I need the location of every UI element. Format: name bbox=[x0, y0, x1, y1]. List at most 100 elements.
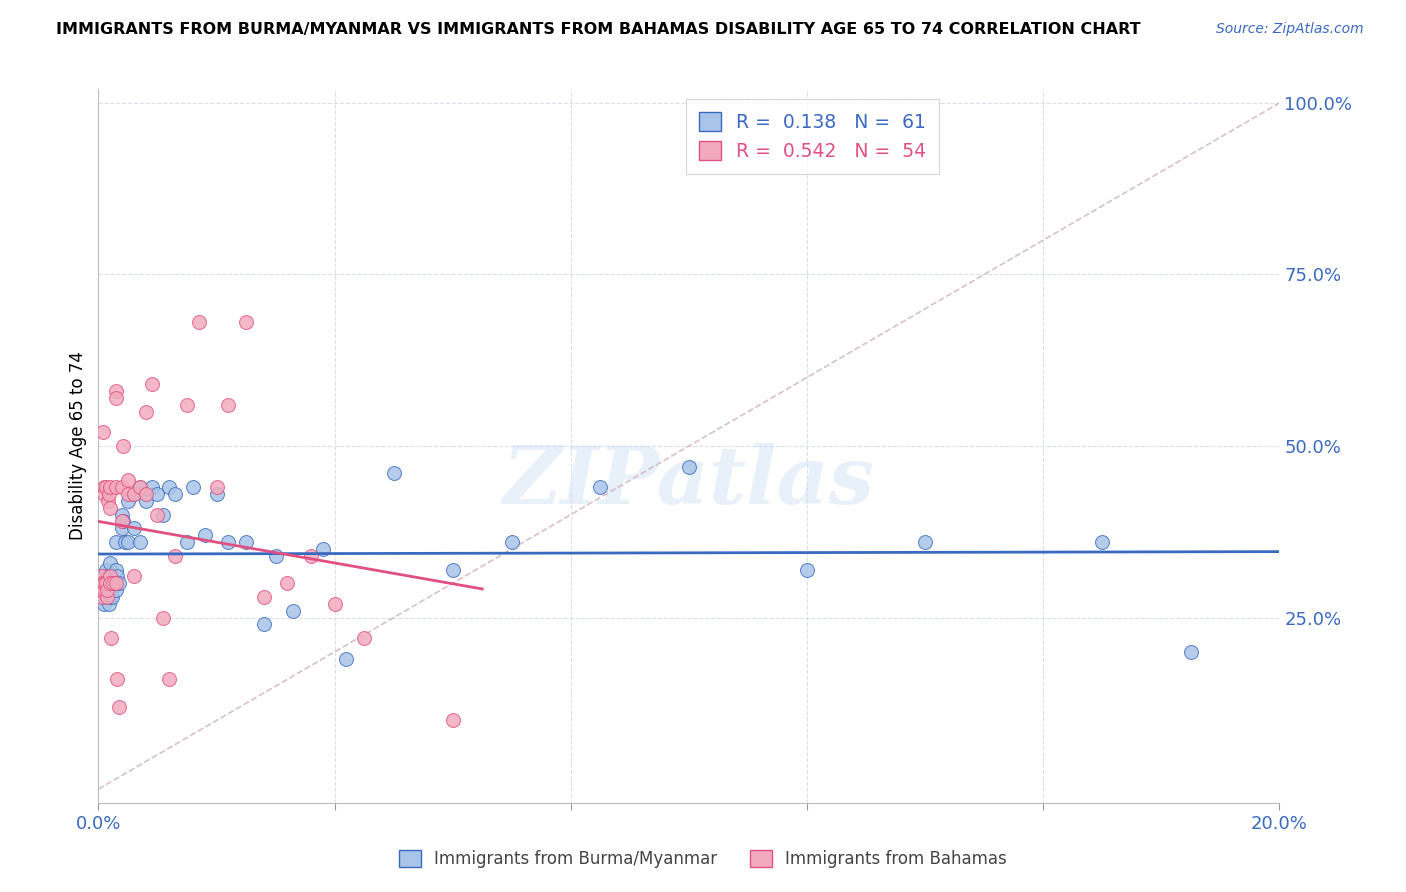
Point bbox=[93, 590, 115, 604]
Point bbox=[97, 583, 120, 598]
Point bbox=[217, 535, 239, 549]
Point bbox=[91, 583, 114, 598]
Point bbox=[98, 480, 121, 494]
Point bbox=[146, 487, 169, 501]
Point bbox=[105, 576, 128, 591]
Point bbox=[103, 576, 125, 591]
Point bbox=[117, 535, 139, 549]
Point bbox=[108, 576, 131, 591]
Point bbox=[91, 576, 114, 591]
Point bbox=[122, 487, 145, 501]
Point bbox=[253, 617, 276, 632]
Point bbox=[335, 651, 357, 665]
Point bbox=[112, 515, 135, 529]
Point bbox=[105, 384, 128, 398]
Point bbox=[93, 597, 115, 611]
Point bbox=[141, 377, 163, 392]
Point bbox=[96, 590, 118, 604]
Point bbox=[157, 673, 180, 687]
Point bbox=[101, 590, 124, 604]
Point bbox=[141, 480, 163, 494]
Point bbox=[135, 494, 157, 508]
Point bbox=[353, 631, 375, 645]
Point bbox=[589, 480, 612, 494]
Point bbox=[235, 316, 257, 330]
Point bbox=[152, 508, 174, 522]
Point bbox=[117, 487, 139, 501]
Point bbox=[165, 549, 187, 563]
Point bbox=[97, 569, 120, 583]
Point bbox=[157, 480, 180, 494]
Text: Source: ZipAtlas.com: Source: ZipAtlas.com bbox=[1216, 22, 1364, 37]
Legend: Immigrants from Burma/Myanmar, Immigrants from Bahamas: Immigrants from Burma/Myanmar, Immigrant… bbox=[392, 843, 1014, 875]
Point bbox=[122, 569, 145, 583]
Point bbox=[264, 549, 287, 563]
Text: IMMIGRANTS FROM BURMA/MYANMAR VS IMMIGRANTS FROM BAHAMAS DISABILITY AGE 65 TO 74: IMMIGRANTS FROM BURMA/MYANMAR VS IMMIGRA… bbox=[56, 22, 1140, 37]
Point bbox=[91, 576, 114, 591]
Point bbox=[441, 562, 464, 576]
Point bbox=[111, 480, 134, 494]
Point bbox=[382, 467, 405, 481]
Point bbox=[93, 569, 115, 583]
Point bbox=[122, 487, 145, 501]
Point bbox=[128, 480, 150, 494]
Point bbox=[105, 391, 128, 405]
Point bbox=[914, 535, 936, 549]
Point bbox=[176, 398, 198, 412]
Point bbox=[1091, 535, 1114, 549]
Point bbox=[678, 459, 700, 474]
Point bbox=[796, 562, 818, 576]
Point bbox=[94, 480, 117, 494]
Point bbox=[98, 597, 121, 611]
Point bbox=[176, 535, 198, 549]
Point bbox=[105, 569, 128, 583]
Point bbox=[94, 576, 117, 591]
Point bbox=[135, 487, 157, 501]
Text: ZIPatlas: ZIPatlas bbox=[503, 443, 875, 520]
Point bbox=[235, 535, 257, 549]
Point bbox=[98, 556, 121, 570]
Point bbox=[105, 583, 128, 598]
Point bbox=[90, 583, 112, 598]
Point bbox=[105, 535, 128, 549]
Point bbox=[111, 508, 134, 522]
Y-axis label: Disability Age 65 to 74: Disability Age 65 to 74 bbox=[69, 351, 87, 541]
Point bbox=[299, 549, 322, 563]
Point bbox=[89, 576, 111, 591]
Point bbox=[323, 597, 346, 611]
Point bbox=[105, 480, 128, 494]
Point bbox=[135, 405, 157, 419]
Point bbox=[93, 576, 115, 591]
Point bbox=[98, 487, 121, 501]
Point bbox=[111, 515, 134, 529]
Point bbox=[312, 541, 335, 556]
Point bbox=[283, 604, 305, 618]
Point bbox=[91, 569, 114, 583]
Point bbox=[105, 673, 128, 687]
Point bbox=[90, 590, 112, 604]
Point bbox=[96, 576, 118, 591]
Point bbox=[253, 590, 276, 604]
Point bbox=[152, 610, 174, 624]
Point bbox=[98, 500, 121, 515]
Point bbox=[90, 590, 112, 604]
Point bbox=[108, 699, 131, 714]
Point bbox=[128, 480, 150, 494]
Point bbox=[98, 576, 121, 591]
Point bbox=[98, 569, 121, 583]
Point bbox=[205, 487, 228, 501]
Point bbox=[112, 439, 135, 453]
Point bbox=[98, 590, 121, 604]
Legend: R =  0.138   N =  61, R =  0.542   N =  54: R = 0.138 N = 61, R = 0.542 N = 54 bbox=[686, 99, 939, 174]
Point bbox=[146, 508, 169, 522]
Point bbox=[205, 480, 228, 494]
Point bbox=[122, 521, 145, 535]
Point bbox=[165, 487, 187, 501]
Point bbox=[89, 576, 111, 591]
Point bbox=[93, 487, 115, 501]
Point bbox=[105, 562, 128, 576]
Point bbox=[98, 576, 121, 591]
Point bbox=[94, 562, 117, 576]
Point bbox=[181, 480, 204, 494]
Point bbox=[93, 583, 115, 598]
